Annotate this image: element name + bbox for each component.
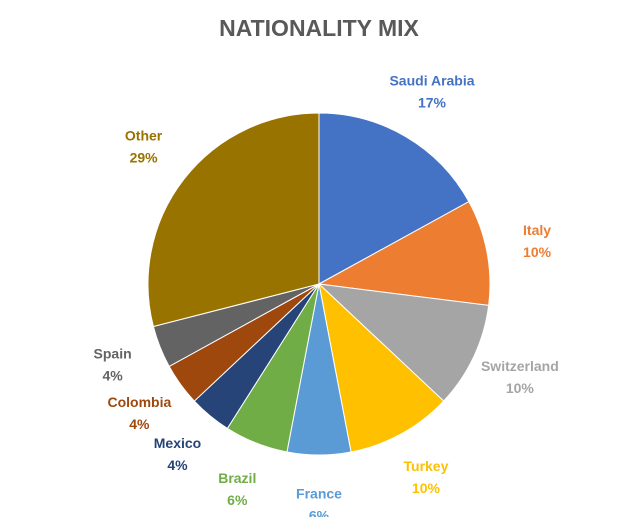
slice-value: 29% xyxy=(130,150,159,166)
slice-label: Colombia xyxy=(108,394,172,410)
slice-label: Saudi Arabia xyxy=(389,73,474,89)
pie-slice xyxy=(317,200,491,306)
pie-slice xyxy=(317,283,490,402)
slice-label: Italy xyxy=(523,222,551,238)
slice-value: 10% xyxy=(523,244,552,260)
slice-value: 10% xyxy=(506,380,535,396)
slice-value: 4% xyxy=(129,416,150,432)
slice-label: Turkey xyxy=(404,458,449,474)
slice-label: Spain xyxy=(94,345,132,361)
slice-label: France xyxy=(296,486,342,502)
slice-value: 4% xyxy=(102,367,123,383)
pie-slice xyxy=(318,282,445,453)
pie-slice xyxy=(147,112,320,328)
slice-label: Other xyxy=(125,128,163,144)
slice-value: 4% xyxy=(167,457,188,473)
slice-value: 10% xyxy=(412,480,441,496)
slice-label: Mexico xyxy=(154,435,201,451)
chart-title: NATIONALITY MIX xyxy=(219,15,419,41)
slice-label: Switzerland xyxy=(481,358,559,374)
slice-label: Brazil xyxy=(218,470,256,486)
slice-value: 6% xyxy=(309,508,330,517)
slice-value: 6% xyxy=(227,492,248,508)
pie-slice xyxy=(318,112,470,285)
slice-value: 17% xyxy=(418,95,447,111)
